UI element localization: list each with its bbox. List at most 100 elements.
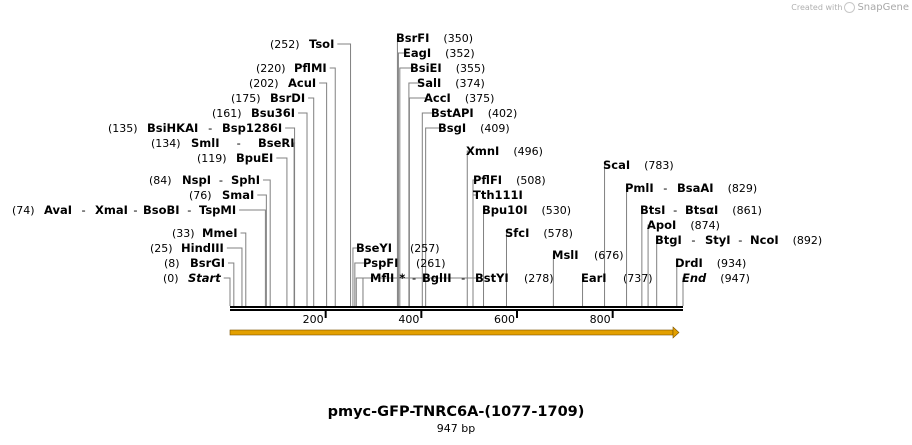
enzyme-eagi[interactable]: EagI [403,46,431,60]
enzyme-bsp1286i[interactable]: Bsp1286I [222,121,282,135]
enzyme-drdi[interactable]: DrdI [675,256,703,270]
enzyme-pflmi[interactable]: PflMI [294,61,327,75]
site-position: (84) [149,174,172,187]
enzyme-nspi[interactable]: NspI [182,173,211,187]
enzyme-separator: - [673,203,677,217]
site-position: (202) [249,77,279,90]
enzyme-acci[interactable]: AccI [424,91,451,105]
leader-line-tspmi [239,209,266,306]
leader-line-hindiii [226,247,243,306]
site-position: (409) [480,122,510,135]
enzyme-mfli[interactable]: MflI [370,271,394,285]
enzyme-xmni[interactable]: XmnI [466,144,499,158]
enzyme-bts-i[interactable]: BtsαI [685,203,718,217]
enzyme-tsoi[interactable]: TsoI [309,37,334,51]
enzyme-bsrgi[interactable]: BsrGI [190,256,225,270]
enzyme-label-row: SfcI (578) [505,226,573,240]
enzyme-bstyi[interactable]: BstYI [475,271,509,285]
enzyme-bsgi[interactable]: BsgI [438,121,466,135]
enzyme-bseri[interactable]: BseRI [258,136,295,150]
enzyme-apoi[interactable]: ApoI [647,218,676,232]
leader-line-bpu10i [483,209,485,306]
enzyme-ncoi[interactable]: NcoI [750,233,779,247]
enzyme-tth111i[interactable]: Tth111I [473,188,523,202]
credit-brand: SnapGene [857,2,909,13]
enzyme-label-row: Bpu10I (530) [482,203,571,217]
enzyme-pspfi[interactable]: PspFI [363,256,398,270]
enzyme-label-row: BsiEI (355) [410,61,485,75]
enzyme-bsaai[interactable]: BsaAI [677,181,714,195]
feature-arrow-body[interactable] [229,329,674,336]
enzyme-labels: TsoI(252)PflMI(220)AcuI(202)BsrDI(175)Bs… [12,31,822,285]
enzyme-bsrdi[interactable]: BsrDI [270,91,305,105]
enzyme-start[interactable]: Start [188,271,221,285]
enzyme-label-row: BstAPI (402) [431,106,517,120]
leader-line-pmli [626,187,628,306]
enzyme-label-row: SalI (374) [417,76,485,90]
enzyme-bsiei[interactable]: BsiEI [410,61,442,75]
enzyme-sphi[interactable]: SphI [231,173,260,187]
enzyme-label-row: BsiHKAI - Bsp1286I (135) [108,121,282,135]
enzyme-separator: - [133,203,137,217]
enzyme-btgi[interactable]: BtgI [655,233,682,247]
enzyme-mmei[interactable]: MmeI [202,226,238,240]
tick-label-800: 800 [590,313,611,326]
site-position: (676) [594,249,624,262]
enzyme-label-row: Bsu36I (161) [212,106,295,120]
enzyme-bpuei[interactable]: BpuEI [236,151,273,165]
leader-line-sfci [505,232,508,306]
enzyme-smli[interactable]: SmlI [191,136,220,150]
leader-line-scai [604,164,606,306]
enzyme-xmai[interactable]: XmaI [95,203,128,217]
site-position: (496) [513,145,543,158]
leader-line-tth111i [472,194,476,306]
enzyme-bpu10i[interactable]: Bpu10I [482,203,527,217]
site-position: (220) [256,62,286,75]
enzyme-bseyi[interactable]: BseYI [356,241,392,255]
enzyme-styi[interactable]: StyI [705,233,731,247]
site-position: (947) [720,272,750,285]
leader-line-drdi [676,262,678,306]
enzyme-smai[interactable]: SmaI [222,188,254,202]
leader-line-btgi [656,239,658,306]
enzyme-acui[interactable]: AcuI [288,76,316,90]
enzyme-pmli[interactable]: PmlI [625,181,654,195]
enzyme-bsobi[interactable]: BsoBI [143,203,180,217]
leader-line-bsiei [399,67,413,306]
tick-label-200: 200 [303,313,324,326]
feature-arrow[interactable] [229,326,680,339]
enzyme-msli[interactable]: MslI [552,248,579,262]
leader-line-btsi [641,209,643,306]
enzyme-hindiii[interactable]: HindIII [181,241,224,255]
enzyme-eari[interactable]: EarI [581,271,607,285]
enzyme-bstapi[interactable]: BstAPI [431,106,474,120]
enzyme-sfci[interactable]: SfcI [505,226,529,240]
enzyme-label-row: PspFI (261) [363,256,446,270]
enzyme-label-row: DrdI (934) [675,256,746,270]
enzyme-label-row: NspI - SphI (84) [149,173,260,187]
enzyme-pflfi[interactable]: PflFI [473,173,502,187]
enzyme-bsihkai[interactable]: BsiHKAI [147,121,198,135]
leader-line-end [682,277,685,306]
enzyme-separator: - [461,271,465,285]
enzyme-bsrfi[interactable]: BsrFI [396,31,429,45]
enzyme-btsi[interactable]: BtsI [640,203,665,217]
enzyme-end[interactable]: End [682,271,707,285]
enzyme-label-row: AcuI (202) [249,76,316,90]
site-position: (375) [465,92,495,105]
enzyme-separator: - [237,136,241,150]
leader-line-sphi [262,179,271,306]
feature-arrow-head[interactable] [672,326,680,339]
site-position: (861) [732,204,762,217]
enzyme-tspmi[interactable]: TspMI [199,203,236,217]
enzyme-bglii[interactable]: BglII [422,271,452,285]
leader-line-eari [582,277,584,306]
enzyme-sali[interactable]: SalI [417,76,441,90]
site-position: (261) [416,257,446,270]
enzyme-scai[interactable]: ScaI [603,158,630,172]
enzyme-label-row: End (947) [682,271,750,285]
plasmid-name: pmyc-GFP-TNRC6A-(1077-1709) [327,404,585,420]
leader-line-bsu36i [298,112,308,306]
enzyme-avai[interactable]: AvaI [44,203,72,217]
enzyme-bsu36i[interactable]: Bsu36I [251,106,295,120]
